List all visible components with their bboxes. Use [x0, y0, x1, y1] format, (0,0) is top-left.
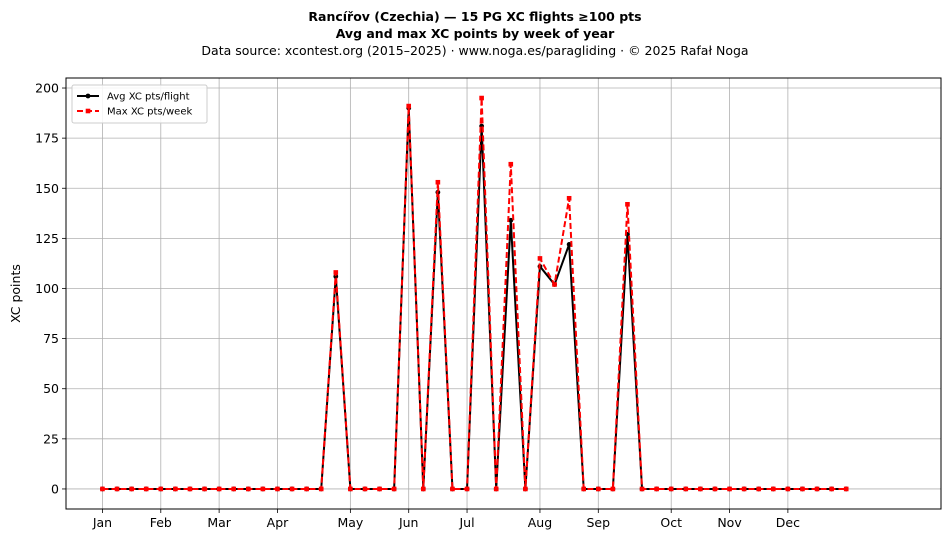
series-point: [348, 486, 353, 492]
x-tick-label: Nov: [717, 515, 742, 530]
y-tick-label: 125: [35, 231, 59, 246]
chart-source: Data source: xcontest.org (2015–2025) · …: [201, 43, 749, 58]
y-tick-label: 200: [35, 81, 59, 96]
series-point: [143, 486, 149, 492]
y-tick-label: 25: [43, 431, 59, 446]
legend-label: Avg XC pts/flight: [107, 92, 190, 103]
y-tick-label: 0: [51, 481, 59, 496]
series-point: [275, 486, 280, 492]
grid: [66, 78, 941, 509]
legend-box: [71, 84, 208, 124]
series-layer: [100, 95, 849, 492]
series-point: [829, 486, 834, 492]
series-point: [698, 486, 703, 492]
series-point: [814, 486, 820, 492]
series-point: [727, 486, 732, 492]
series-point: [173, 486, 178, 492]
series-point: [566, 195, 572, 201]
series-point: [843, 486, 849, 492]
y-tick-label: 50: [43, 381, 59, 396]
series-point: [377, 486, 382, 492]
series-point: [100, 486, 105, 492]
series-point: [202, 486, 207, 492]
series-point: [318, 486, 324, 492]
x-tick-label: Mar: [207, 515, 231, 530]
x-tick-label: Oct: [660, 515, 682, 530]
series-point: [508, 161, 514, 167]
series-point: [493, 486, 499, 492]
y-tick-label: 175: [35, 131, 59, 146]
x-tick-label: Feb: [150, 515, 172, 530]
series-point: [114, 486, 120, 492]
legend-marker: [85, 108, 91, 114]
x-tick-label: Jul: [458, 515, 474, 530]
series-point: [785, 486, 791, 492]
y-tick-label: 150: [35, 181, 59, 196]
x-tick-label: Jan: [92, 515, 112, 530]
x-tick-label: Aug: [528, 515, 552, 530]
x-tick-label: May: [337, 515, 363, 530]
chart-subtitle: Avg and max XC points by week of year: [335, 26, 615, 41]
series-point: [333, 270, 339, 275]
x-tick-label: Dec: [776, 515, 800, 530]
series-point: [595, 486, 601, 492]
series-point: [712, 486, 718, 492]
x-tick-label: Apr: [267, 515, 289, 530]
series-point: [187, 486, 193, 492]
y-tick-label: 75: [43, 331, 59, 346]
series-point: [756, 486, 762, 492]
series-point: [464, 486, 470, 492]
series-point: [479, 95, 484, 101]
series-point: [610, 486, 616, 492]
chart-title: Rancířov (Czechia) — 15 PG XC flights ≥1…: [308, 9, 642, 24]
chart-title-block: Rancířov (Czechia) — 15 PG XC flights ≥1…: [0, 8, 950, 59]
series-point: [158, 486, 164, 492]
series-point: [668, 486, 674, 492]
series-point: [362, 486, 368, 492]
series-point: [741, 486, 747, 492]
series-point: [523, 486, 528, 492]
series-point: [770, 486, 776, 492]
series-line-1: [102, 97, 847, 490]
series-point: [683, 486, 689, 492]
series-point: [304, 486, 309, 492]
series-point: [625, 201, 630, 207]
series-point: [216, 486, 222, 492]
legend: Avg XC pts/flight Max XC pts/week: [71, 84, 208, 124]
series-point: [508, 217, 514, 223]
series-point: [435, 179, 441, 185]
legend-marker: [85, 93, 91, 99]
series-point: [552, 282, 557, 287]
x-tick-label: Sep: [587, 515, 611, 530]
series-point: [391, 486, 397, 492]
legend-label: Max XC pts/week: [107, 107, 192, 118]
series-point: [420, 486, 426, 492]
axes: Jan Feb Mar Apr May Jun Jul Aug Sep Oct Nov Dec 0 25 5…: [35, 81, 800, 530]
series-point: [450, 486, 455, 492]
series-point: [581, 486, 587, 492]
series-point: [245, 486, 251, 492]
series-point: [654, 486, 659, 492]
series-point: [537, 256, 543, 261]
series-point: [129, 486, 134, 492]
y-axis-label: XC points: [8, 264, 23, 323]
series-point: [289, 486, 295, 492]
x-tick-label: Jun: [398, 515, 419, 530]
series-point: [566, 241, 572, 247]
series-point: [406, 103, 412, 109]
plot-frame: [65, 77, 942, 510]
y-tick-label: 100: [35, 281, 59, 296]
series-point: [260, 486, 266, 492]
series-point: [800, 486, 805, 492]
series-point: [639, 486, 645, 492]
series-point: [231, 486, 237, 492]
